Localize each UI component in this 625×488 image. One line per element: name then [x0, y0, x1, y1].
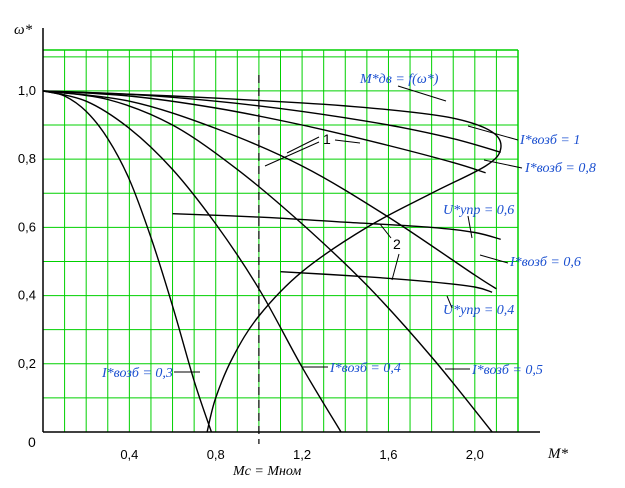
- series-label: U*упр = 0,6: [443, 203, 514, 218]
- series-label: I*возб = 0,6: [509, 255, 581, 270]
- series-line-8: [172, 213, 501, 240]
- series-label: I*возб = 0,3: [101, 366, 173, 381]
- leader-line: [467, 125, 519, 141]
- plot-frame: [42, 28, 540, 433]
- series-line-7: [42, 90, 502, 433]
- leader-line: [379, 223, 392, 239]
- series-line-9: [280, 271, 493, 293]
- series-line-5: [42, 90, 486, 174]
- x-tick-label: 1,2: [293, 447, 311, 462]
- series-label: I*возб = 0,8: [524, 161, 596, 176]
- leader-line: [479, 254, 509, 264]
- x-tick-label: 0,4: [120, 447, 138, 462]
- tick-labels: 0,4 0,8 1,2 1,6 2,0 0,2 0,4 0,6 0,8 1,0: [18, 83, 484, 462]
- series-label: U*упр = 0,4: [443, 303, 514, 318]
- y-tick-label: 0,4: [18, 288, 36, 303]
- curves: [42, 90, 502, 433]
- vline-label: Mc = Mном: [232, 464, 301, 479]
- origin-label: 0: [28, 434, 36, 450]
- leader-line: [467, 215, 473, 239]
- leader-line: [397, 85, 447, 102]
- series-line-3: [42, 90, 493, 433]
- x-tick-label: 2,0: [466, 447, 484, 462]
- series-label: I*возб = 0,5: [471, 363, 543, 378]
- annotation-2: 2: [393, 236, 401, 252]
- series-line-2: [42, 90, 342, 433]
- leader-line: [334, 139, 361, 144]
- y-tick-label: 1,0: [18, 83, 36, 98]
- leader-line: [446, 295, 453, 309]
- leader-line: [483, 159, 523, 169]
- y-tick-label: 0,2: [18, 356, 36, 371]
- x-tick-label: 0,8: [207, 447, 225, 462]
- leader-line: [264, 141, 320, 167]
- y-axis-title: ω*: [14, 22, 33, 38]
- series-label: I*возб = 0,4: [329, 361, 401, 376]
- leader-line: [286, 136, 320, 154]
- series-label: M*дв = f(ω*): [359, 72, 439, 87]
- leader-line: [391, 253, 400, 281]
- curve-labels: M*дв = f(ω*) I*возб = 1 I*возб = 0,8 U*упр …: [101, 72, 596, 381]
- x-tick-label: 1,6: [379, 447, 397, 462]
- series-label: I*возб = 1: [519, 133, 580, 148]
- annotation-1: 1: [323, 131, 331, 147]
- x-axis-title: M*: [547, 446, 568, 462]
- series-line-4: [42, 90, 497, 290]
- y-tick-label: 0,6: [18, 219, 36, 234]
- series-line-1: [42, 90, 213, 433]
- y-tick-label: 0,8: [18, 151, 36, 166]
